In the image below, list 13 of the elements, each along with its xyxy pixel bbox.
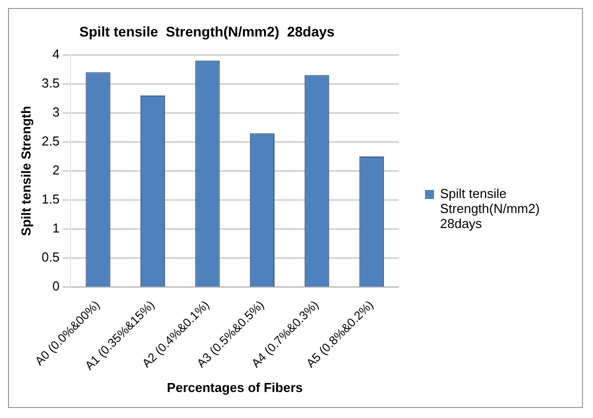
y-tick-label: 2.5 (42, 134, 60, 148)
y-tick-label: 4 (52, 46, 60, 62)
y-tick-label: 2 (52, 162, 60, 178)
y-tick-label: 3.5 (42, 75, 60, 90)
y-tick-label: 1 (52, 220, 60, 236)
y-axis-title: Spilt tensile Strength (18, 106, 34, 236)
y-tick-label: 0 (52, 278, 60, 294)
y-tick-label: 3 (52, 104, 60, 120)
x-axis-title: Percentages of Fibers (166, 380, 303, 395)
y-tick-label: 1.5 (42, 192, 60, 207)
y-tick-label: 0.5 (42, 250, 60, 265)
chart-title: Spilt tensile Strength(N/mm2) 28days (79, 23, 335, 40)
legend-label: Spilt tensile Strength(N/mm2) 28days (440, 186, 541, 230)
